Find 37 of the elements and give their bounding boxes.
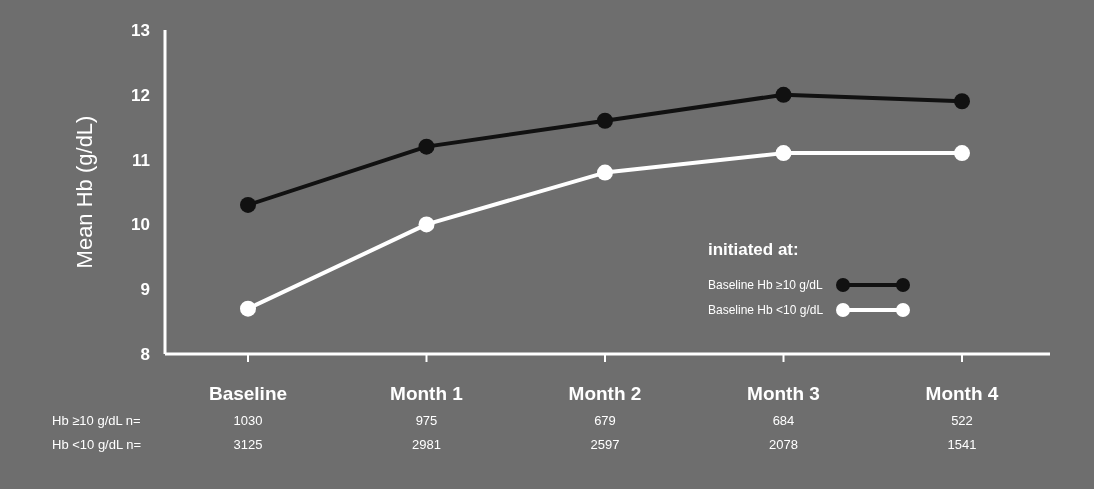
point: [775, 145, 792, 162]
text: Hb <10 g/dL n=: [52, 437, 142, 452]
point: [597, 112, 613, 129]
legend-label: Baseline Hb <10 g/dL: [708, 303, 824, 318]
point: [240, 196, 256, 213]
legend-title: initiated at:: [708, 240, 799, 259]
x-tick-label: Month 3: [747, 383, 820, 404]
y-tick-label: 12: [131, 85, 150, 105]
y-tick-label: 11: [132, 150, 150, 170]
y-tick-label: 10: [131, 215, 150, 235]
y-tick-label: 13: [131, 20, 150, 40]
x-tick-label: Month 4: [925, 383, 999, 404]
text: 2981: [412, 437, 441, 452]
legend-label: Baseline Hb ≥10 g/dL: [708, 278, 823, 293]
y-axis-title: Mean Hb (g/dL): [72, 115, 97, 269]
text: 679: [594, 413, 616, 428]
y-tick-label: 9: [140, 280, 150, 300]
text: 3125: [233, 437, 263, 452]
y-tick-label: 8: [140, 344, 150, 364]
point: [775, 86, 792, 103]
x-tick-label: Month 2: [568, 383, 642, 404]
text: 522: [951, 413, 973, 428]
text: 1030: [233, 413, 263, 428]
point: [597, 164, 613, 181]
point: [954, 145, 970, 162]
text: Hb ≥10 g/dL n=: [52, 413, 141, 428]
point: [418, 216, 435, 233]
text: 2078: [769, 437, 798, 452]
point: [954, 93, 970, 110]
text: 1541: [947, 437, 977, 452]
point: [418, 138, 435, 155]
point: [240, 300, 256, 317]
text: 684: [772, 413, 795, 428]
x-tick-label: Baseline: [208, 383, 288, 404]
x-tick-label: Month 1: [390, 383, 464, 404]
text: 2597: [590, 437, 620, 452]
text: 975: [415, 413, 438, 428]
